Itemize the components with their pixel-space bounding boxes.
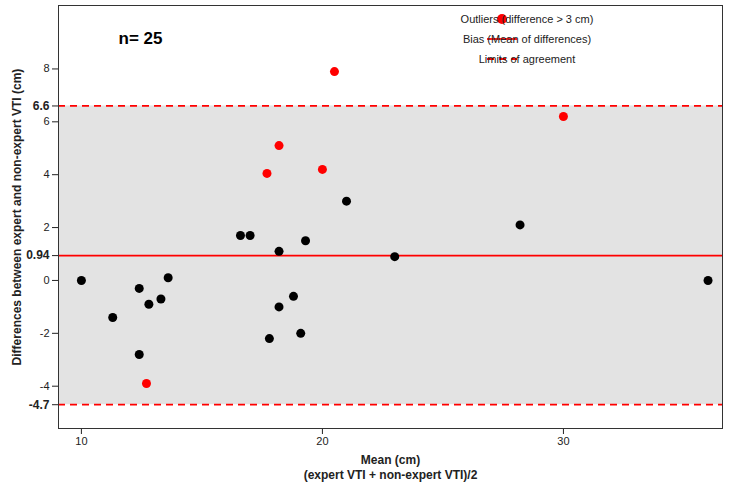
svg-text:6: 6 (43, 115, 49, 127)
svg-text:Mean (cm)(expert VTI + non-exp: Mean (cm)(expert VTI + non-expert VTI)/2 (304, 453, 478, 482)
svg-text:-4.7: -4.7 (29, 398, 50, 412)
svg-text:30: 30 (557, 435, 569, 447)
svg-text:Differences between expert and: Differences between expert and non-exper… (10, 69, 24, 366)
svg-text:20: 20 (316, 435, 328, 447)
svg-text:Limits of agreement: Limits of agreement (479, 53, 576, 65)
svg-text:Bias (Mean of differences): Bias (Mean of differences) (463, 33, 591, 45)
svg-text:0.94: 0.94 (26, 248, 50, 262)
svg-text:0: 0 (43, 274, 49, 286)
svg-text:-2: -2 (40, 327, 50, 339)
svg-text:-4: -4 (40, 380, 50, 392)
svg-text:8: 8 (43, 62, 49, 74)
svg-text:4: 4 (43, 168, 49, 180)
svg-text:10: 10 (75, 435, 87, 447)
svg-text:2: 2 (43, 221, 49, 233)
svg-text:Outliers (difference > 3 cm): Outliers (difference > 3 cm) (461, 13, 594, 25)
svg-text:n= 25: n= 25 (119, 29, 163, 48)
svg-text:6.6: 6.6 (33, 99, 50, 113)
